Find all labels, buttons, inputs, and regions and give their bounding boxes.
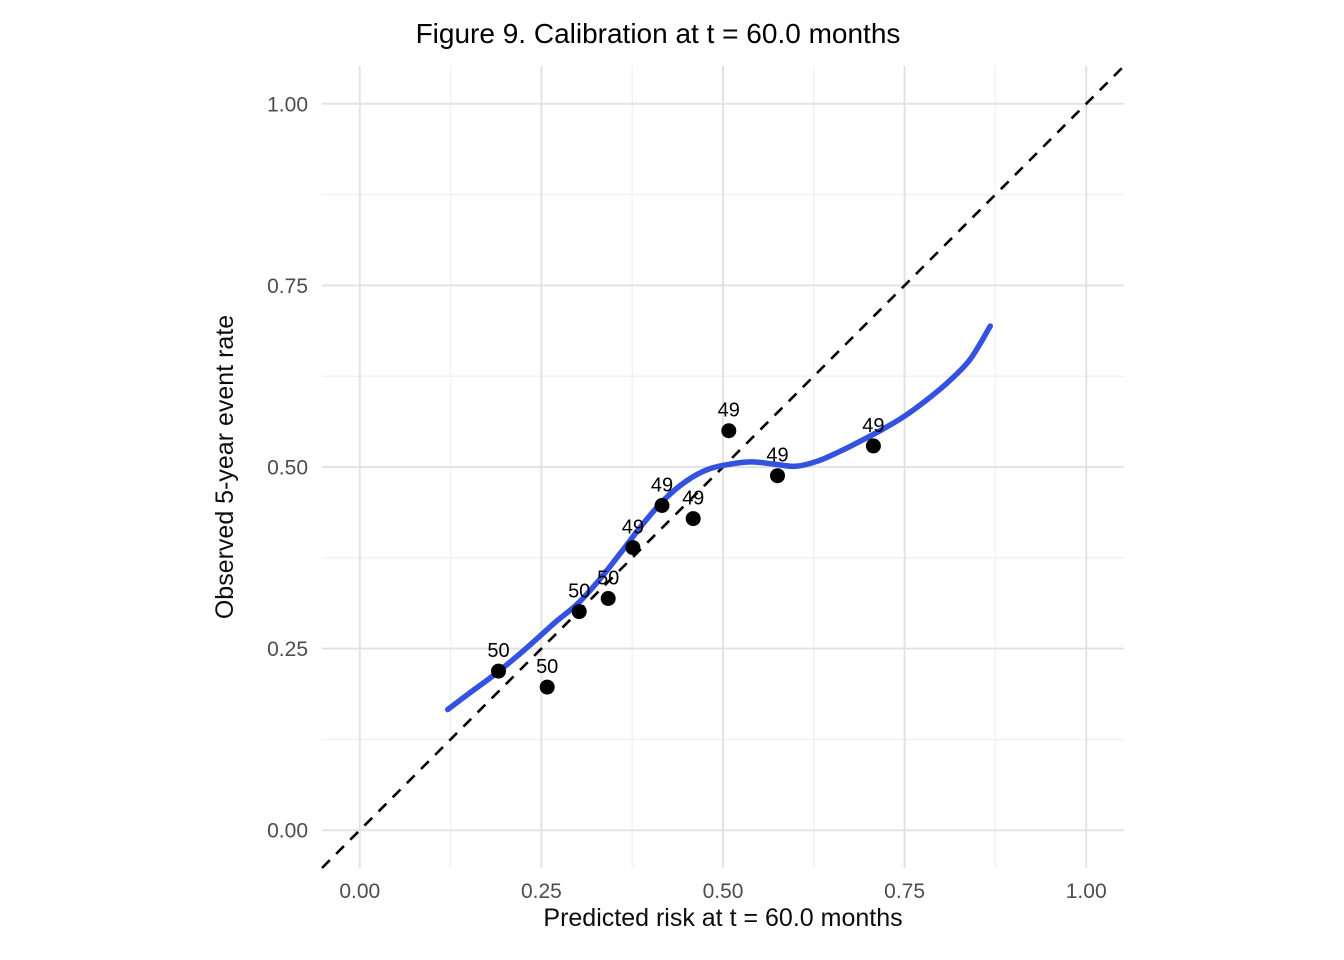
x-tick-label: 0.00	[339, 880, 380, 903]
data-point	[539, 679, 555, 695]
chart-title: Figure 9. Calibration at t = 60.0 months	[416, 18, 901, 49]
data-point	[491, 663, 506, 679]
x-axis-title: Predicted risk at t = 60.0 months	[543, 904, 902, 932]
point-count-label: 50	[597, 568, 619, 590]
y-tick-label: 0.75	[267, 275, 308, 298]
point-count-label: 50	[536, 656, 558, 678]
data-point	[865, 438, 881, 454]
y-tick-label: 1.00	[267, 93, 308, 116]
major-gridlines	[322, 66, 1124, 868]
loess-smooth-curve	[444, 323, 994, 713]
point-count-label: 50	[487, 640, 509, 662]
y-tick-labels: 0.00 0.25 0.50 0.75 1.00	[267, 93, 308, 842]
point-count-label: 49	[651, 475, 673, 497]
y-tick-label: 0.50	[267, 457, 308, 480]
point-count-label: 49	[682, 488, 704, 510]
data-point	[625, 540, 641, 556]
point-count-label: 49	[766, 445, 788, 467]
x-tick-label: 0.25	[521, 880, 562, 903]
x-tick-labels: 0.00 0.25 0.50 0.75 1.00	[339, 880, 1106, 903]
point-count-label: 50	[568, 581, 590, 603]
y-tick-label: 0.00	[267, 820, 308, 843]
data-point	[654, 498, 670, 513]
point-count-label: 49	[862, 415, 884, 437]
data-point	[685, 511, 701, 527]
data-point	[721, 423, 737, 439]
x-tick-label: 0.75	[884, 880, 925, 903]
x-tick-label: 1.00	[1066, 880, 1107, 903]
x-tick-label: 0.50	[703, 880, 744, 903]
y-tick-label: 0.25	[267, 638, 308, 661]
point-count-label: 49	[718, 400, 740, 422]
point-count-labels: 50 50 50 50 49 49 49 49 49 49	[487, 400, 884, 678]
data-point	[600, 591, 616, 606]
data-point	[571, 604, 587, 620]
data-point	[770, 468, 785, 484]
y-axis-title: Observed 5-year event rate	[211, 315, 239, 619]
data-points	[491, 423, 881, 695]
point-count-label: 49	[622, 517, 644, 539]
